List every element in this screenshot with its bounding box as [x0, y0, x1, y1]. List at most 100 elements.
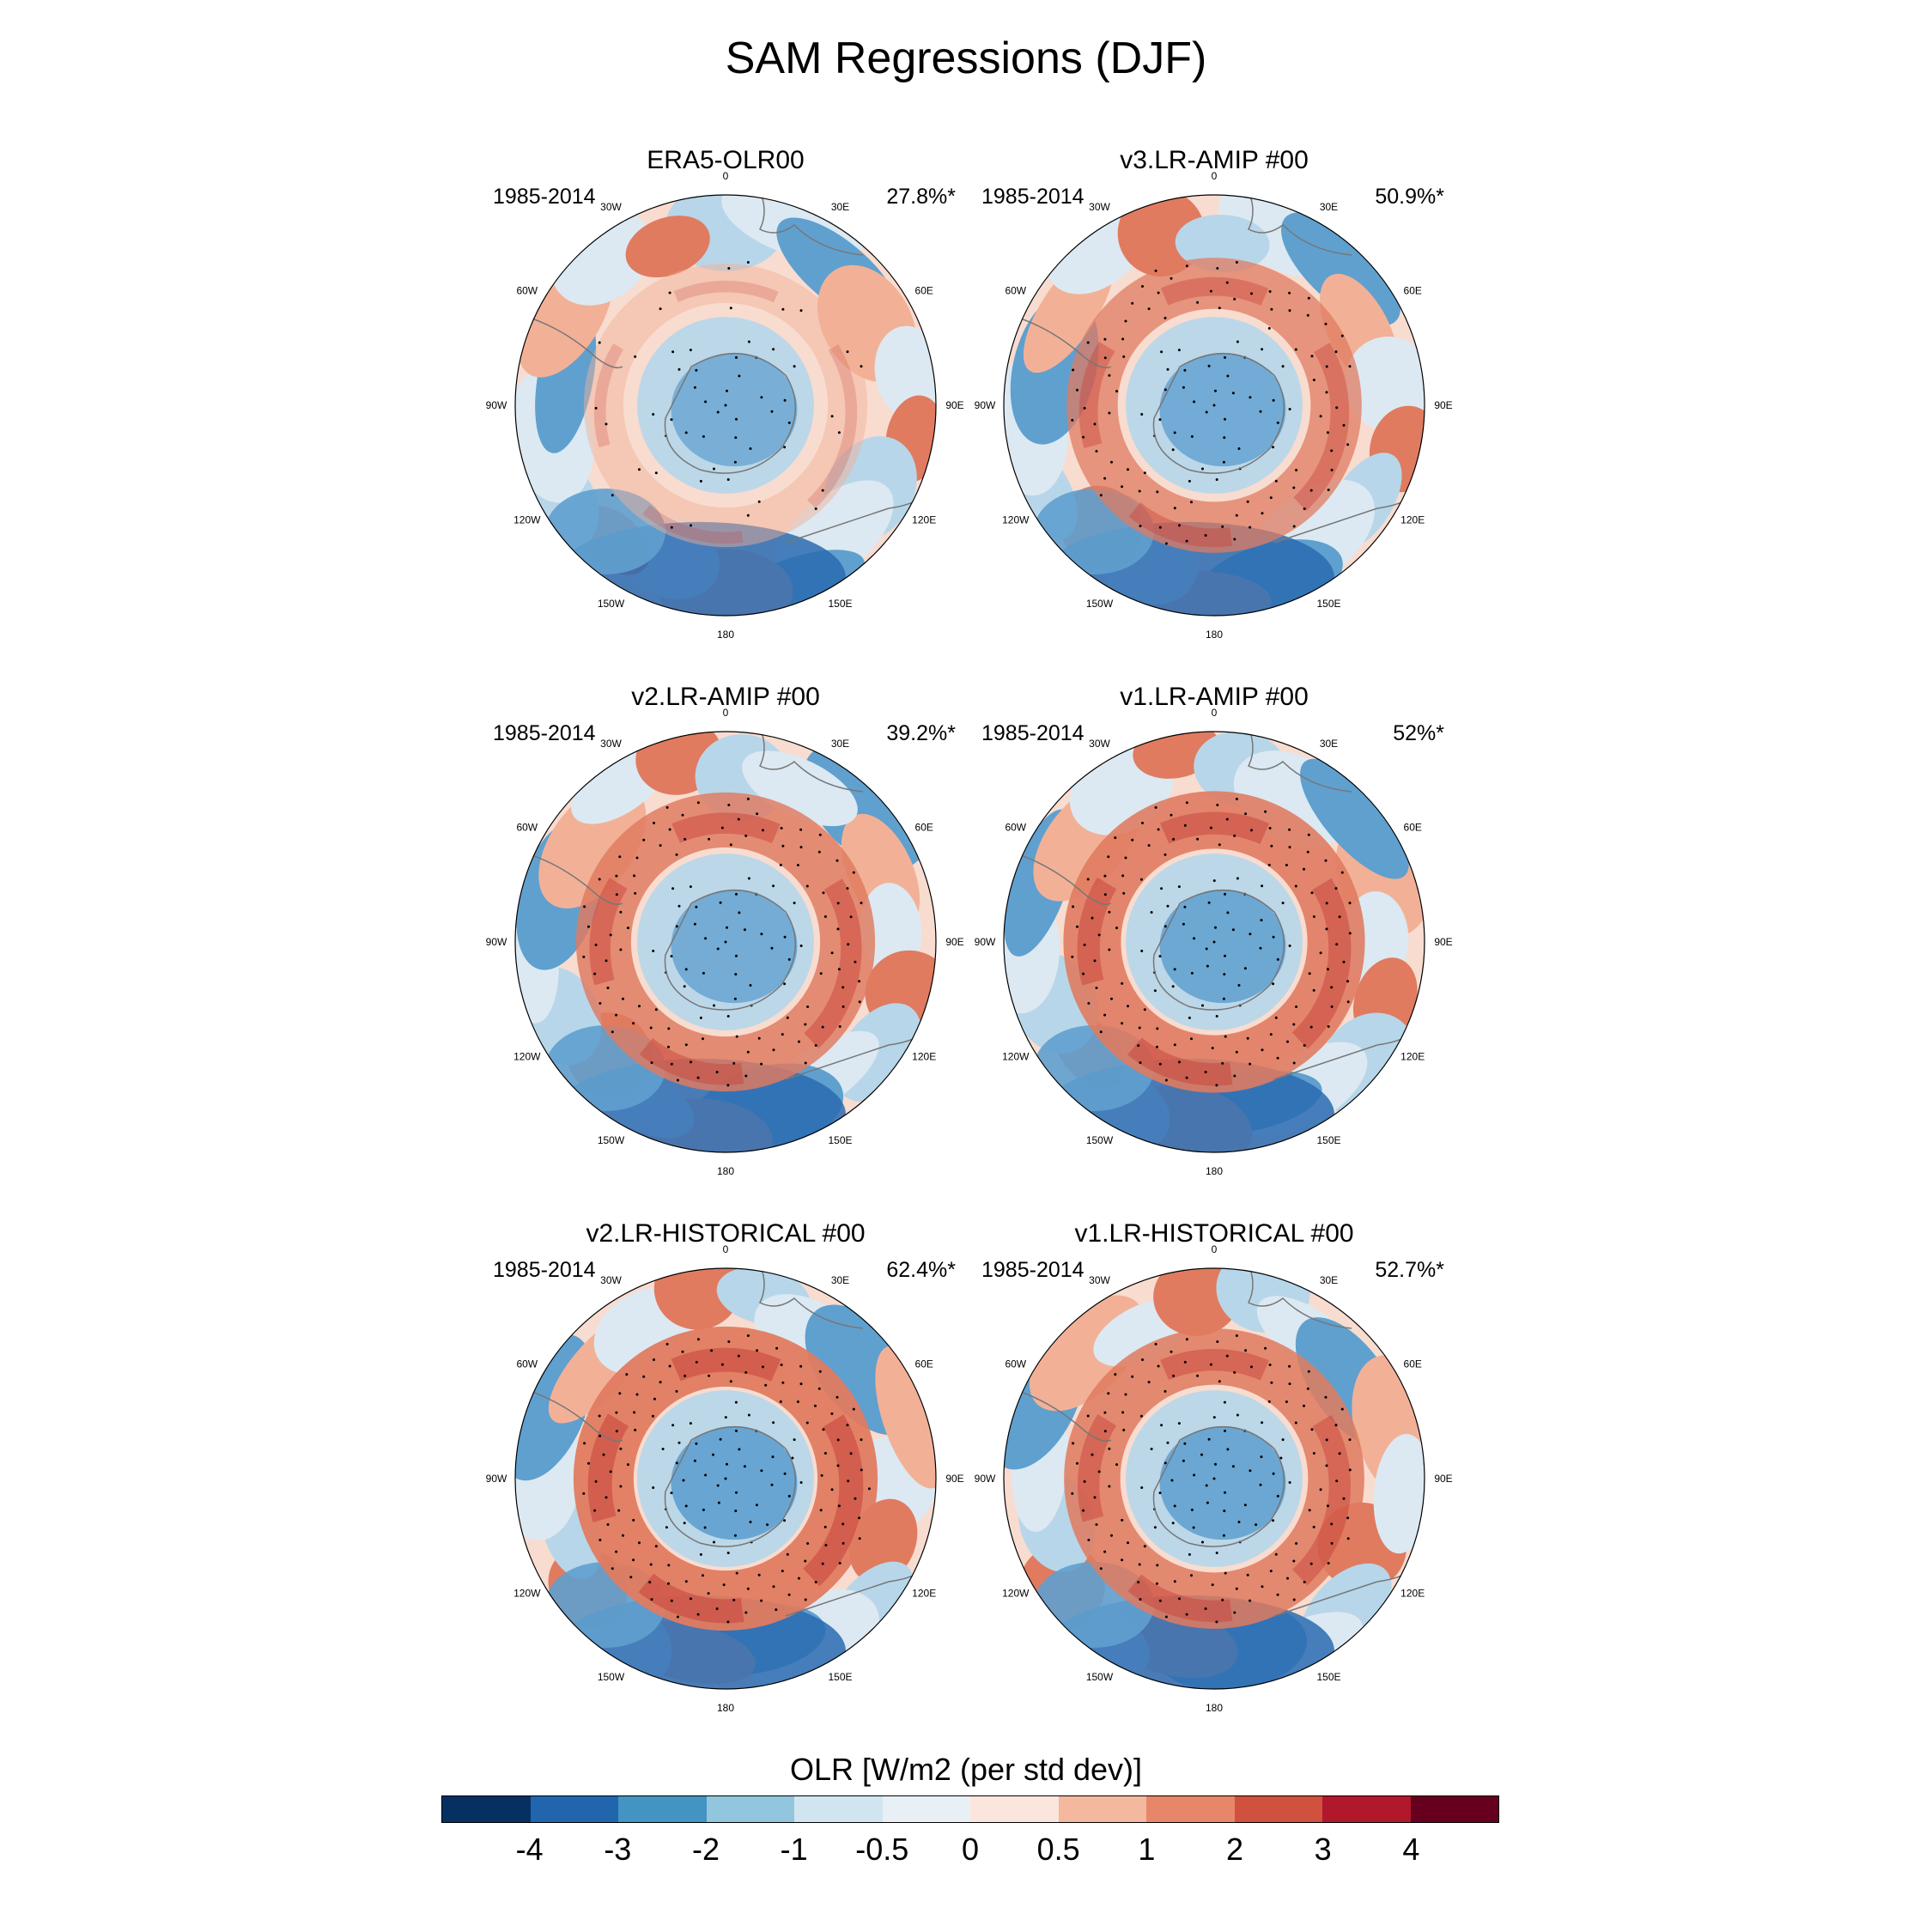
- significance-dot: [1157, 291, 1160, 295]
- significance-dot: [1342, 960, 1346, 963]
- field-blob: [1300, 758, 1409, 879]
- significance-dot: [634, 355, 637, 358]
- significance-dot: [675, 853, 678, 856]
- significance-dot: [695, 368, 698, 372]
- significance-dot: [1212, 404, 1216, 407]
- significance-dot: [793, 902, 796, 905]
- significance-dot: [1154, 269, 1157, 272]
- significance-dot: [822, 891, 825, 895]
- significance-dot: [1177, 885, 1181, 889]
- significance-dot: [757, 1573, 761, 1577]
- significance-dot: [594, 1479, 598, 1483]
- significance-dot: [1170, 276, 1173, 280]
- significance-dot: [781, 1570, 784, 1573]
- significance-dot: [1095, 987, 1098, 989]
- significance-dot: [684, 1580, 688, 1583]
- significance-dot: [755, 1504, 758, 1507]
- significance-dot: [1103, 1430, 1107, 1433]
- significance-dot: [1246, 1036, 1249, 1040]
- significance-dot: [1223, 436, 1226, 440]
- significance-dot: [1185, 264, 1188, 268]
- significance-dot: [1215, 1552, 1218, 1554]
- significance-dot: [1264, 810, 1267, 813]
- significance-dot: [1249, 526, 1252, 529]
- significance-dot: [1312, 379, 1315, 381]
- longitude-label: 150W: [598, 598, 625, 610]
- colorbar-box: [530, 1796, 618, 1822]
- significance-dot: [615, 874, 618, 878]
- significance-dot: [625, 1373, 629, 1376]
- significance-dot: [1303, 507, 1306, 510]
- significance-dot: [749, 984, 752, 987]
- polar-map: 0 30E 60E 90E 120E 150E 180 150W 120W 90W 60W 30W: [486, 170, 964, 641]
- significance-dot: [858, 1537, 861, 1540]
- significance-dot: [1237, 1521, 1241, 1523]
- significance-dot: [837, 1504, 841, 1508]
- significance-dot: [1236, 1413, 1239, 1417]
- olr-field: [515, 732, 936, 1152]
- significance-dot: [746, 1334, 750, 1337]
- colorbar-tick-label: 4: [1402, 1832, 1420, 1867]
- significance-dot: [1121, 1558, 1124, 1562]
- significance-dot: [684, 968, 688, 971]
- significance-dot: [824, 1544, 828, 1546]
- significance-dot: [1196, 301, 1200, 304]
- longitude-label: 30W: [1089, 1274, 1110, 1286]
- significance-dot: [1093, 1496, 1097, 1499]
- significance-dot: [717, 1501, 720, 1504]
- significance-dot: [1201, 1004, 1204, 1007]
- significance-dot: [1214, 926, 1217, 929]
- significance-dot: [654, 1545, 658, 1548]
- significance-dot: [724, 1477, 727, 1480]
- significance-dot: [1346, 443, 1350, 447]
- colorbar-tick-label: 0: [961, 1832, 980, 1867]
- polar-map: 0 30E 60E 90E 120E 150E 180 150W 120W 90W 60W 30W: [975, 707, 1453, 1177]
- significance-dot: [770, 946, 774, 950]
- significance-dot: [1103, 1013, 1107, 1017]
- significance-dot: [1306, 1387, 1309, 1390]
- colorbar-box: [1410, 1796, 1498, 1822]
- significance-dot: [684, 1043, 688, 1047]
- significance-dot: [1071, 955, 1074, 958]
- significance-dot: [1272, 1519, 1275, 1522]
- significance-dot: [738, 911, 741, 914]
- significance-dot: [665, 805, 669, 809]
- significance-dot: [799, 1382, 803, 1386]
- significance-dot: [821, 489, 824, 492]
- significance-dot: [1249, 933, 1252, 936]
- panel-title: v2.LR-AMIP #00: [631, 683, 820, 711]
- significance-dot: [1114, 1373, 1117, 1376]
- significance-dot: [1292, 525, 1296, 528]
- significance-dot: [746, 1050, 750, 1054]
- significance-dot: [699, 1016, 702, 1019]
- significance-dot: [1163, 853, 1167, 856]
- significance-dot: [836, 1438, 840, 1442]
- significance-dot: [1268, 1364, 1272, 1366]
- positive-ring: [583, 263, 868, 548]
- significance-dot: [1139, 1598, 1142, 1601]
- significance-dot: [835, 859, 839, 862]
- significance-dot: [1139, 1061, 1142, 1065]
- significance-dot: [598, 341, 601, 344]
- significance-dot: [1348, 902, 1352, 905]
- significance-dot: [653, 1397, 656, 1400]
- significance-dot: [1288, 291, 1291, 295]
- significance-dot: [726, 1620, 730, 1624]
- significance-dot: [822, 1428, 825, 1431]
- significance-dot: [1235, 1334, 1238, 1337]
- significance-dot: [1121, 874, 1125, 878]
- significance-dot: [598, 1434, 602, 1437]
- significance-dot: [598, 1414, 601, 1418]
- significance-dot: [734, 436, 738, 440]
- antarctica-coastline: [664, 352, 796, 474]
- significance-dot: [1222, 997, 1225, 1000]
- significance-dot: [1231, 392, 1235, 395]
- significance-dot: [1178, 1060, 1181, 1064]
- significance-dot: [659, 307, 662, 311]
- significance-dot: [762, 829, 764, 832]
- significance-dot: [756, 1349, 759, 1352]
- longitude-label: 0: [723, 707, 729, 719]
- significance-dot: [1108, 910, 1111, 914]
- significance-dot: [668, 291, 671, 295]
- significance-dot: [683, 1522, 686, 1525]
